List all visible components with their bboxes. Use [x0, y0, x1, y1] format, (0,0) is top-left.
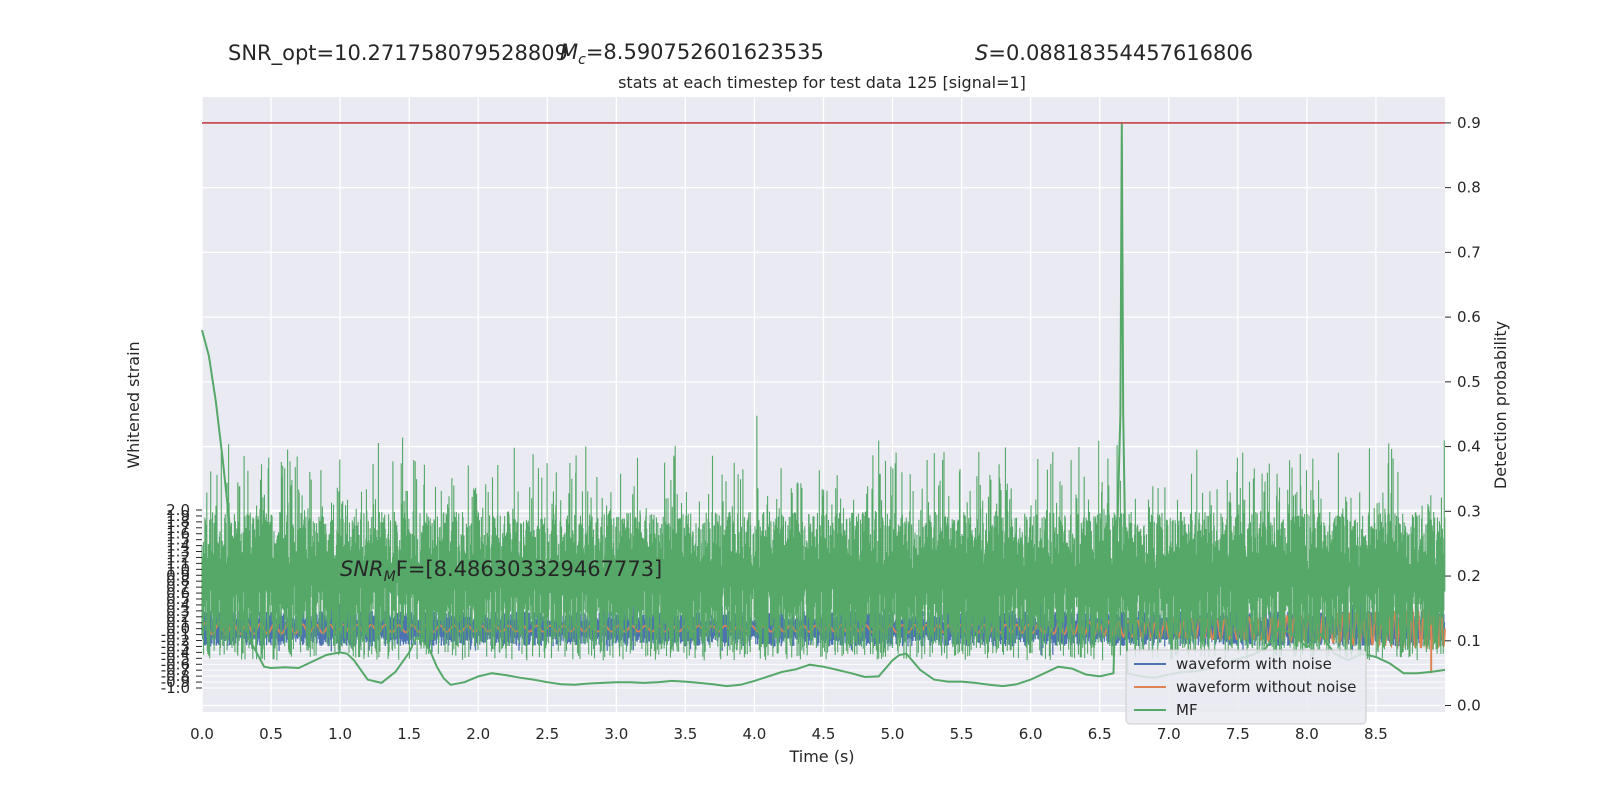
x-tick-label: 1.5	[397, 725, 421, 743]
chirp-mass-text: Mc=8.590752601623535	[560, 40, 824, 68]
left-tick-label: -0.5	[161, 649, 190, 667]
chirp-mass-subscript: c	[578, 52, 586, 68]
left-tick-label: 0.7	[166, 578, 190, 596]
right-tick-label: 0.4	[1457, 438, 1481, 456]
chirp-mass-value: =8.590752601623535	[586, 40, 824, 64]
left-tick-label: 1.7	[166, 519, 190, 537]
left-tick-label: -0.1	[161, 626, 190, 644]
left-tick-label: 0.2	[166, 608, 190, 626]
right-tick-label: 0.0	[1457, 697, 1481, 715]
x-axis-ticks: 0.0 0.5 1.0 1.5 2.0 2.5 3.0 3.5 4.0 4.5 5.0 5.5 6.0 6…	[190, 725, 1388, 743]
snr-opt-text: SNR_opt=10.271758079528809	[228, 41, 568, 66]
snr-mf-prefix: SNR	[340, 557, 384, 581]
left-axis-ticks: 2.01.91.81.71.61.51.41.31.21.11.00.90.80…	[161, 501, 202, 697]
left-tick-label: -0.3	[161, 637, 190, 655]
left-tick-label: 0.5	[166, 590, 190, 608]
snr-mf-suffix: F=[8.486303329467773]	[396, 557, 663, 581]
x-tick-label: 0.0	[190, 725, 214, 743]
legend: waveform with noise waveform without noi…	[1125, 649, 1367, 725]
left-tick-label: -0.4	[161, 643, 190, 661]
x-tick-label: 1.0	[328, 725, 352, 743]
left-tick-label: 1.1	[166, 554, 190, 572]
left-tick-label: 0.6	[166, 584, 190, 602]
chirp-mass-symbol: M	[560, 40, 578, 64]
mf-noise-spikes	[201, 415, 1446, 661]
right-axis-ticks: 0.9 0.8 0.7 0.6 0.5 0.4 0.3 0.2 0.1 0.0	[1445, 114, 1481, 715]
x-tick-label: 5.0	[881, 725, 905, 743]
left-tick-label: 0.1	[166, 614, 190, 632]
x-tick-label: 6.5	[1088, 725, 1112, 743]
legend-box	[1125, 649, 1367, 725]
left-tick-label: 2.0	[166, 501, 190, 519]
right-tick-label: 0.9	[1457, 114, 1481, 132]
spin-text: S=0.08818354457616806	[975, 41, 1253, 65]
x-tick-label: 0.5	[259, 725, 283, 743]
legend-label-mf: MF	[1176, 701, 1198, 719]
left-tick-label: 1.5	[166, 531, 190, 549]
left-tick-label: 1.0	[166, 560, 190, 578]
left-tick-label: 0.9	[166, 566, 190, 584]
right-tick-label: 0.5	[1457, 373, 1481, 391]
snr-mf-annotation: SNRMF=[8.486303329467773]	[340, 557, 662, 585]
x-tick-label: 8.5	[1364, 725, 1388, 743]
x-tick-label: 5.5	[950, 725, 974, 743]
x-tick-label: 3.0	[604, 725, 628, 743]
x-tick-label: 2.5	[535, 725, 559, 743]
x-tick-label: 4.5	[812, 725, 836, 743]
x-tick-label: 6.0	[1019, 725, 1043, 743]
mf-spike-path	[201, 415, 1446, 661]
legend-label-clean: waveform without noise	[1176, 678, 1356, 696]
left-tick-label: 1.3	[166, 543, 190, 561]
left-axis-label: Whitened strain	[124, 341, 143, 468]
x-tick-label: 4.0	[743, 725, 767, 743]
left-tick-label: 0.0	[166, 620, 190, 638]
left-tick-label: 0.8	[166, 572, 190, 590]
left-tick-label: 0.3	[166, 602, 190, 620]
spin-symbol: S	[975, 41, 988, 65]
spin-value: =0.08818354457616806	[988, 41, 1253, 65]
legend-label-noise: waveform with noise	[1176, 655, 1332, 673]
left-tick-label: -0.7	[161, 661, 190, 679]
snr-mf-subscript: M	[384, 569, 396, 585]
right-axis-label: Detection probability	[1491, 321, 1510, 489]
right-tick-label: 0.7	[1457, 243, 1481, 261]
left-tick-label: 1.9	[166, 507, 190, 525]
left-tick-label: 1.6	[166, 525, 190, 543]
left-tick-label: -0.8	[161, 667, 190, 685]
left-tick-label: 0.4	[166, 596, 190, 614]
left-tick-label: -0.6	[161, 655, 190, 673]
x-tick-label: 7.5	[1226, 725, 1250, 743]
right-tick-label: 0.6	[1457, 308, 1481, 326]
left-tick-label: 1.8	[166, 513, 190, 531]
x-tick-label: 8.0	[1295, 725, 1319, 743]
right-tick-label: 0.8	[1457, 179, 1481, 197]
right-tick-label: 0.1	[1457, 632, 1481, 650]
left-tick-label: -0.9	[161, 673, 190, 691]
x-tick-label: 2.0	[466, 725, 490, 743]
left-tick-label: 1.2	[166, 548, 190, 566]
x-axis-label: Time (s)	[788, 747, 854, 766]
right-tick-label: 0.3	[1457, 502, 1481, 520]
left-tick-label: -1.0	[161, 679, 190, 697]
right-tick-label: 0.2	[1457, 567, 1481, 585]
chart-title: stats at each timestep for test data 125…	[618, 73, 1026, 92]
x-tick-label: 3.5	[673, 725, 697, 743]
left-tick-label: -0.2	[161, 632, 190, 650]
left-tick-label: 1.4	[166, 537, 190, 555]
x-tick-label: 7.0	[1157, 725, 1181, 743]
